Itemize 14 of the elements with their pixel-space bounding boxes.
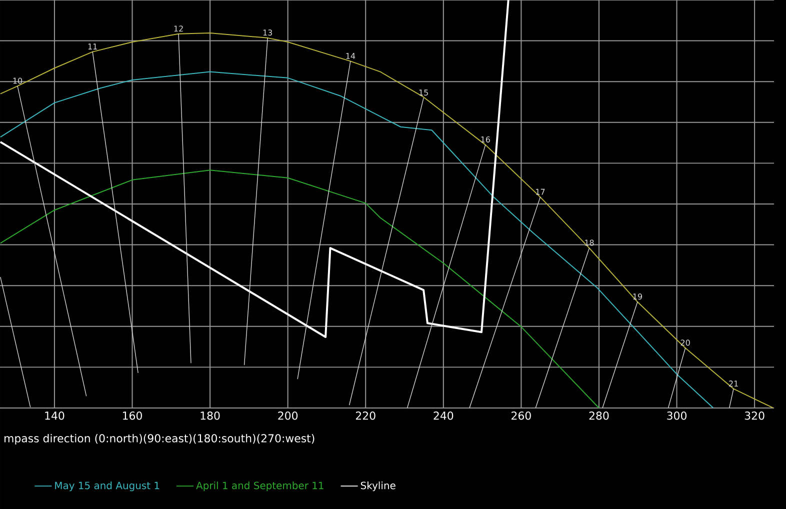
x-tick-label: 160 <box>122 412 142 420</box>
legend-label: Skyline <box>360 482 396 492</box>
x-axis-title: mpass direction (0:north)(90:east)(180:south)(270:west) <box>4 434 314 445</box>
x-tick-label: 320 <box>744 412 764 420</box>
x-tick-label: 300 <box>667 412 686 420</box>
legend-label: May 15 and August 1 <box>55 482 160 492</box>
x-tick-label: 140 <box>45 412 64 420</box>
x-tick-label: 280 <box>589 412 609 420</box>
x-tick-label: 260 <box>512 412 531 420</box>
x-tick-label: 220 <box>356 412 376 420</box>
x-tick-label: 180 <box>200 412 220 420</box>
x-tick-label: 200 <box>278 412 298 420</box>
x-tick-label: 240 <box>434 412 454 420</box>
legend-label: April 1 and September 11 <box>196 482 324 492</box>
